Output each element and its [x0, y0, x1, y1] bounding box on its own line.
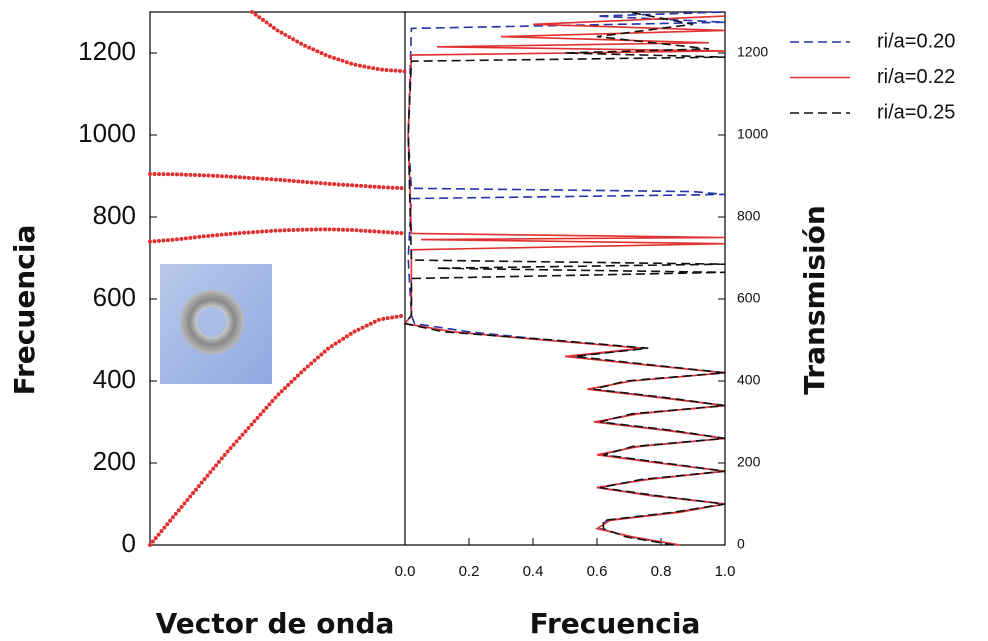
- y-tick-label: 800: [737, 208, 761, 224]
- y-tick-label: 1000: [78, 118, 136, 148]
- y-axis-label: Frecuencia: [8, 225, 41, 396]
- y-tick-label: 600: [93, 282, 136, 312]
- band-curve: [250, 10, 407, 74]
- y-tick-label: 1200: [737, 44, 768, 60]
- y-axis-label: Transmisión: [798, 205, 831, 395]
- legend-label: ri/a=0.22: [877, 66, 955, 88]
- y-tick-label: 400: [93, 364, 136, 394]
- x-axis-label: Frecuencia: [530, 607, 701, 640]
- y-tick-label: 800: [93, 200, 136, 230]
- y-tick-label: 1200: [78, 36, 136, 66]
- legend-label: ri/a=0.20: [877, 30, 955, 52]
- transmission-curve: [403, 11, 726, 546]
- x-tick-label: 1.0: [715, 563, 736, 580]
- y-tick-label: 600: [737, 290, 761, 306]
- y-tick-label: 400: [737, 372, 761, 388]
- x-tick-label: 0.0: [395, 563, 416, 580]
- plot-frame: [149, 11, 726, 546]
- transmission-curve: [403, 15, 726, 546]
- y-tick-label: 1000: [737, 126, 768, 142]
- x-axis-label: Vector de onda: [156, 607, 395, 640]
- y-tick-label: 0: [737, 536, 745, 552]
- y-tick-label: 0: [122, 528, 136, 558]
- band-curve: [148, 313, 407, 547]
- x-tick-label: 0.2: [459, 563, 480, 580]
- band-curve: [148, 171, 407, 191]
- y-tick-label: 200: [737, 454, 761, 470]
- x-tick-label: 0.4: [523, 563, 544, 580]
- x-tick-label: 0.8: [651, 563, 672, 580]
- band-curve: [148, 227, 407, 244]
- y-tick-label: 200: [93, 446, 136, 476]
- x-tick-label: 0.6: [587, 563, 608, 580]
- inset-image: [160, 264, 272, 384]
- legend-label: ri/a=0.25: [877, 101, 955, 123]
